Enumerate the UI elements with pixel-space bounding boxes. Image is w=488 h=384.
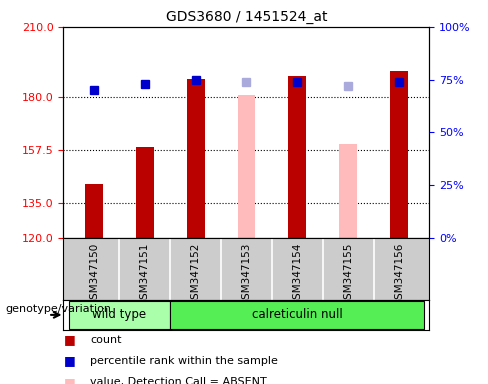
Bar [288, 76, 306, 238]
Text: genotype/variation: genotype/variation [5, 304, 111, 314]
Text: ■: ■ [63, 333, 75, 346]
Text: calreticulin null: calreticulin null [252, 308, 343, 321]
Text: count: count [90, 335, 122, 345]
Bar [187, 78, 204, 238]
Bar [390, 71, 408, 238]
Text: wild type: wild type [92, 308, 146, 321]
Text: percentile rank within the sample: percentile rank within the sample [90, 356, 278, 366]
Bar [136, 147, 154, 238]
Bar [68, 301, 170, 329]
Text: GSM347150: GSM347150 [89, 243, 99, 306]
Text: GSM347152: GSM347152 [191, 243, 201, 306]
Bar [170, 301, 425, 329]
Text: GSM347153: GSM347153 [242, 243, 251, 306]
Bar [238, 95, 255, 238]
Text: GSM347155: GSM347155 [343, 243, 353, 306]
Text: ■: ■ [63, 376, 75, 384]
Text: ■: ■ [63, 354, 75, 367]
Bar [85, 184, 103, 238]
Bar [339, 144, 357, 238]
Text: GSM347156: GSM347156 [394, 243, 404, 306]
Text: GSM347154: GSM347154 [292, 243, 302, 306]
Text: GSM347151: GSM347151 [140, 243, 150, 306]
Title: GDS3680 / 1451524_at: GDS3680 / 1451524_at [166, 10, 327, 25]
Text: value, Detection Call = ABSENT: value, Detection Call = ABSENT [90, 377, 267, 384]
